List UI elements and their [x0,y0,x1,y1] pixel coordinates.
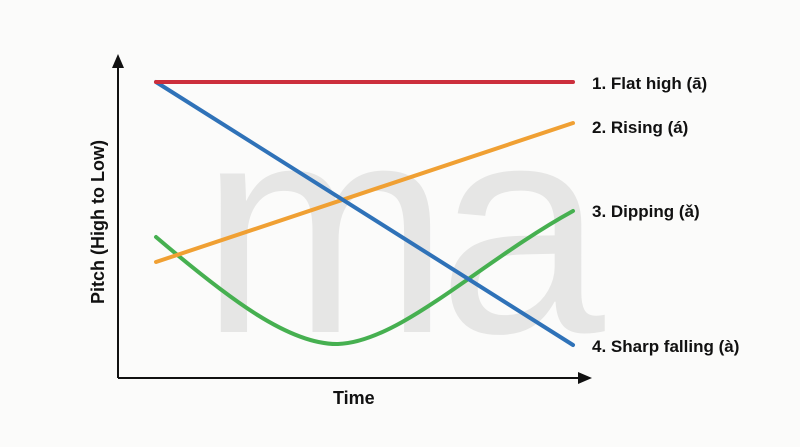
tone-line-dipping [154,209,575,347]
tone-label-flat-high: 1. Flat high (ā) [592,74,708,93]
tone-label-sharp-falling: 4. Sharp falling (à) [592,337,740,356]
y-axis-title: Pitch (High to Low) [88,140,108,304]
tone-label-rising: 2. Rising (á) [592,118,689,137]
tone-line-sharp-falling [154,80,575,347]
x-axis-title: Time [333,388,375,408]
watermark-syllable: ma [200,60,605,396]
tone-label-dipping: 3. Dipping (ǎ) [592,202,700,221]
tone-line-rising [154,121,575,264]
x-axis-arrow-icon [578,372,592,384]
y-axis-arrow-icon [112,54,124,68]
